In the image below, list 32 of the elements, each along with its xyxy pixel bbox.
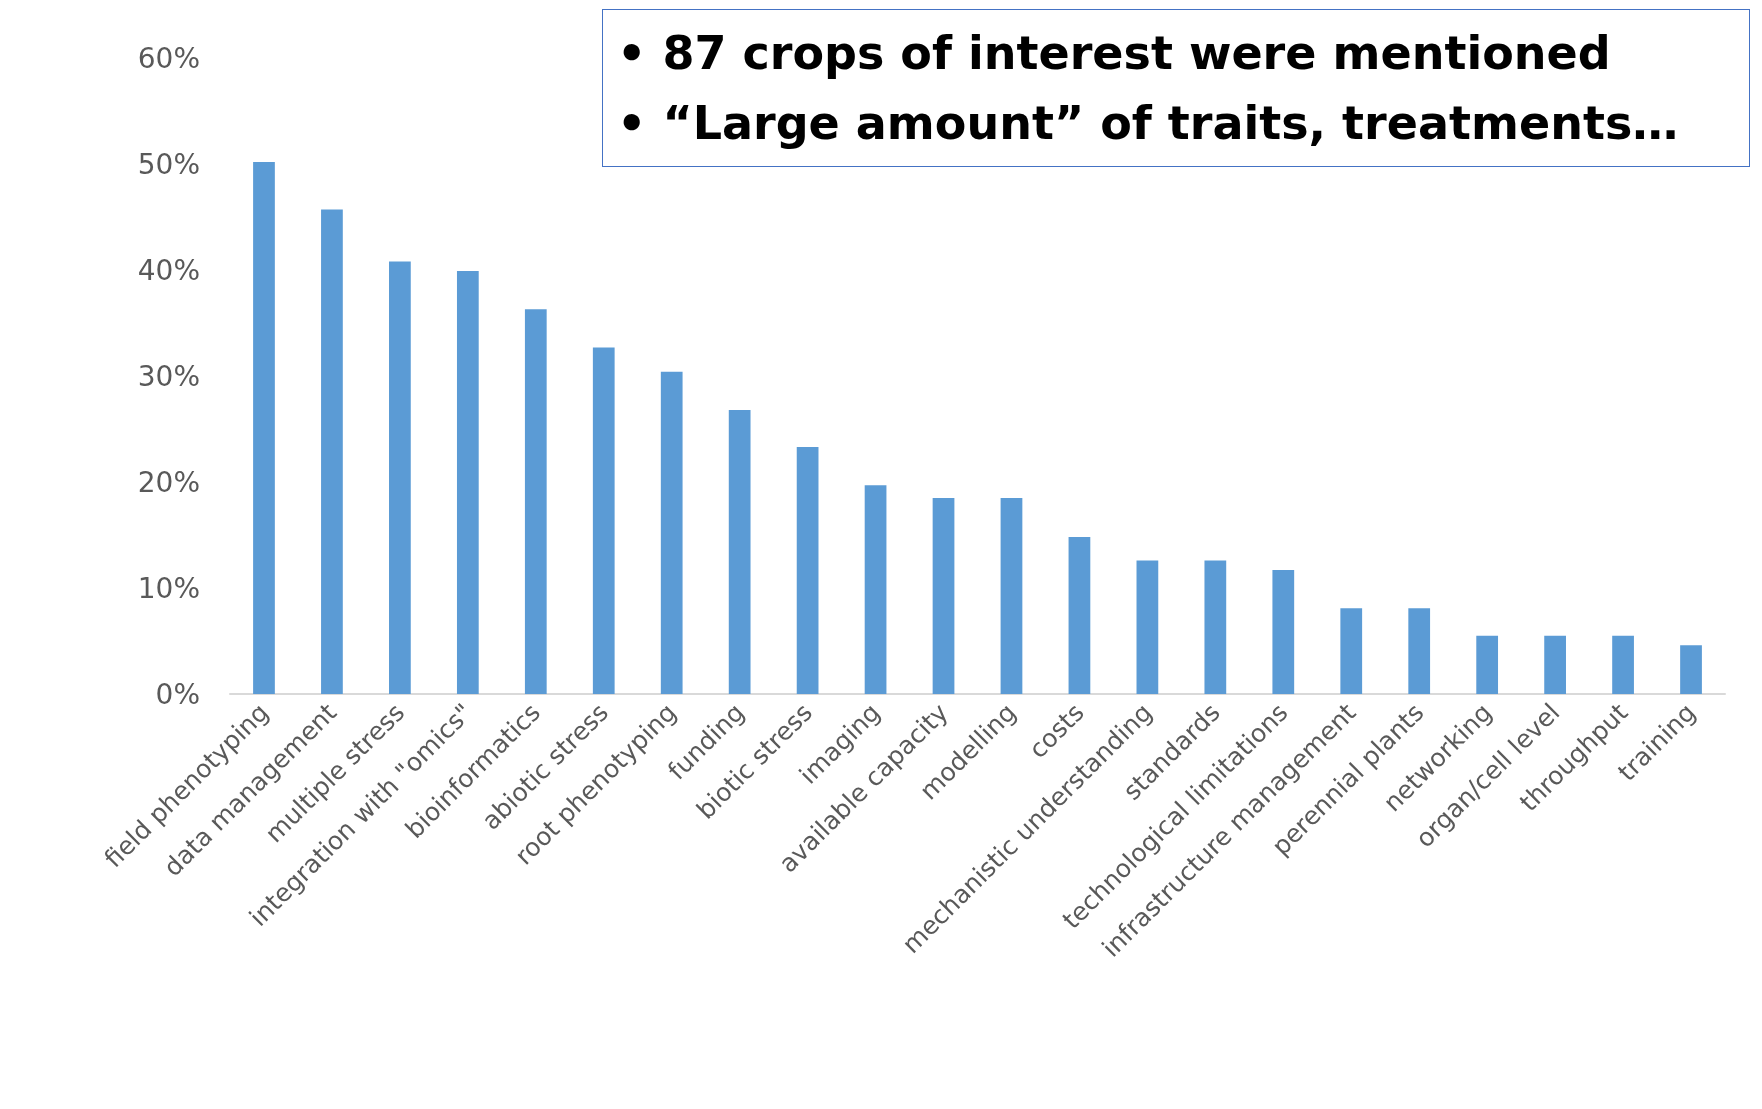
bar bbox=[253, 161, 275, 694]
bar bbox=[389, 261, 411, 694]
bar bbox=[728, 409, 751, 694]
y-tick-label: 50% bbox=[137, 147, 200, 181]
bar bbox=[592, 347, 615, 694]
bar bbox=[1612, 635, 1634, 694]
bar bbox=[660, 371, 683, 694]
y-tick-label: 10% bbox=[137, 571, 200, 605]
y-tick-label: 0% bbox=[155, 677, 200, 711]
bar bbox=[1544, 635, 1566, 694]
text-box: • 87 crops of interest were mentioned • “Large amount” of traits, treatments… bbox=[602, 9, 1750, 167]
bar bbox=[1272, 569, 1295, 694]
bar bbox=[1476, 635, 1499, 694]
y-tick-label: 20% bbox=[137, 465, 200, 499]
bar bbox=[796, 447, 819, 694]
bar bbox=[321, 209, 343, 694]
bar bbox=[1068, 537, 1091, 694]
bar bbox=[456, 271, 479, 694]
annotation: • “Large amount” of traits, treatments… bbox=[617, 95, 1680, 152]
bar bbox=[932, 497, 955, 694]
bar bbox=[864, 485, 887, 694]
bar bbox=[1408, 608, 1431, 694]
y-tick-label: 60% bbox=[137, 41, 200, 75]
y-tick-label: 40% bbox=[137, 253, 200, 287]
bar bbox=[1000, 497, 1023, 694]
annotation: • 87 crops of interest were mentioned bbox=[617, 25, 1612, 82]
y-tick-label: 30% bbox=[137, 359, 200, 393]
bar bbox=[1136, 560, 1159, 694]
bar bbox=[1340, 608, 1363, 694]
bar bbox=[524, 309, 547, 694]
bar bbox=[1204, 560, 1227, 694]
bar bbox=[1680, 645, 1702, 694]
